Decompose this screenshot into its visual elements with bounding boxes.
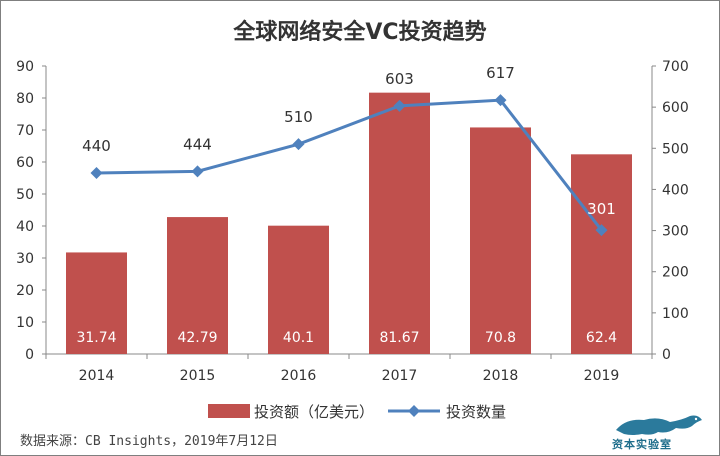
line-data-label: 617 (486, 64, 515, 82)
y-left-tick-label: 20 (16, 283, 34, 299)
line-point (494, 94, 507, 107)
y-left-tick-label: 70 (16, 123, 34, 139)
y-left-tick-label: 40 (16, 219, 34, 235)
chart-title: 全球网络安全VC投资趋势 (233, 20, 487, 45)
bar-data-label: 70.8 (485, 330, 516, 346)
bar (369, 92, 430, 354)
y-right-tick-label: 600 (662, 100, 689, 116)
line-point (393, 99, 406, 112)
y-right-tick-label: 500 (662, 141, 689, 157)
x-tick-label: 2015 (180, 368, 216, 384)
line-point (595, 224, 608, 237)
x-tick-label: 2019 (584, 368, 620, 384)
line-point (292, 138, 305, 151)
y-left-tick-label: 80 (16, 91, 34, 107)
bar-data-label: 81.67 (379, 330, 419, 346)
bar (571, 154, 632, 354)
source-note: 数据来源：CB Insights，2019年7月12日 (20, 434, 278, 449)
y-left-tick-label: 0 (25, 347, 34, 363)
bar (66, 252, 127, 354)
line-data-label: 301 (587, 200, 616, 218)
y-left-tick-label: 30 (16, 251, 34, 267)
bar-data-label: 31.74 (76, 330, 116, 346)
x-tick-label: 2014 (79, 368, 115, 384)
y-left-tick-label: 50 (16, 187, 34, 203)
bar (167, 217, 228, 354)
y-right-tick-label: 200 (662, 265, 689, 281)
x-tick-label: 2016 (281, 368, 317, 384)
brand-logo: 资本实验室 (612, 412, 708, 451)
y-right-tick-label: 400 (662, 182, 689, 198)
bar-data-label: 42.79 (177, 330, 217, 346)
cheetah-icon (616, 415, 702, 435)
y-left-tick-label: 60 (16, 155, 34, 171)
y-right-tick-label: 700 (662, 59, 689, 75)
y-right-tick-label: 300 (662, 224, 689, 240)
bar-data-label: 40.1 (283, 330, 314, 346)
y-right-tick-label: 100 (662, 306, 689, 322)
bar (470, 127, 531, 354)
line-data-label: 510 (284, 108, 313, 126)
legend-bar-swatch (208, 404, 250, 418)
y-left-tick-label: 90 (16, 59, 34, 75)
legend-line-label: 投资数量 (446, 403, 506, 421)
y-left-tick-label: 10 (16, 315, 34, 331)
y-right-tick-label: 0 (662, 347, 671, 363)
x-tick-label: 2017 (382, 368, 418, 384)
bar (268, 225, 329, 354)
line-data-label: 603 (385, 70, 414, 88)
bar-data-label: 62.4 (586, 330, 617, 346)
series-line (96, 98, 603, 232)
line-data-label: 440 (82, 137, 111, 155)
line-point (191, 165, 204, 178)
line-point (90, 166, 103, 179)
legend-line-marker (408, 405, 420, 417)
legend-bar-label: 投资额（亿美元） (254, 403, 374, 421)
logo-text: 资本实验室 (612, 438, 672, 451)
x-tick-label: 2018 (483, 368, 519, 384)
line-data-label: 444 (183, 135, 212, 153)
